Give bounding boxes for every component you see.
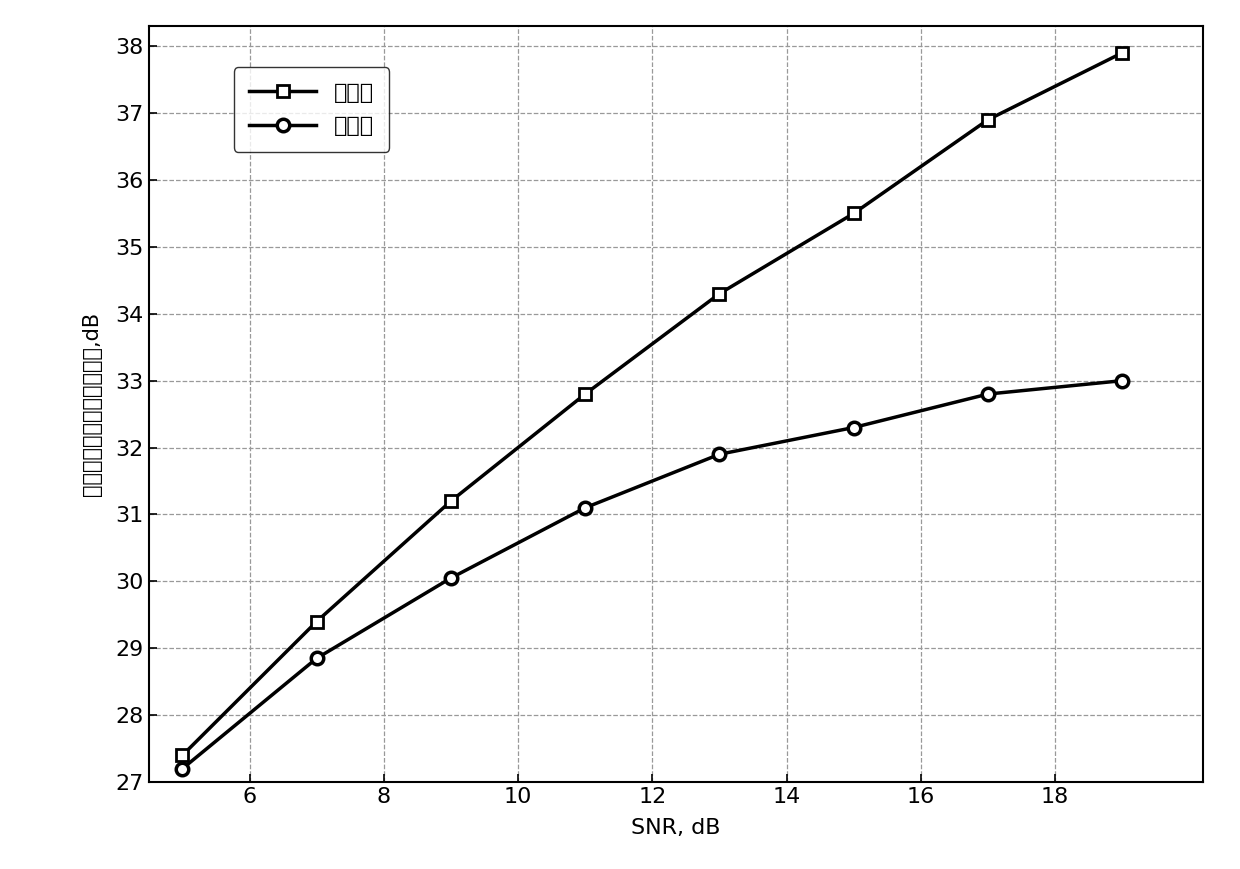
新算法 — [444, 496, 459, 507]
新算法 — [578, 388, 593, 399]
新算法 — [981, 115, 996, 125]
Line: 新算法: 新算法 — [176, 47, 1128, 761]
X-axis label: SNR, dB: SNR, dB — [631, 818, 720, 838]
原算法 — [309, 653, 324, 664]
新算法 — [712, 289, 727, 299]
原算法 — [444, 573, 459, 583]
新算法 — [175, 750, 190, 760]
Line: 原算法: 原算法 — [176, 375, 1128, 775]
原算法 — [175, 764, 190, 774]
原算法 — [712, 449, 727, 460]
原算法 — [578, 502, 593, 513]
原算法 — [1115, 375, 1130, 386]
新算法 — [846, 209, 861, 219]
Y-axis label: 频率估计度量的信噪比提升,dB: 频率估计度量的信噪比提升,dB — [82, 312, 102, 496]
Legend: 新算法, 原算法: 新算法, 原算法 — [233, 68, 389, 152]
新算法 — [1115, 48, 1130, 58]
原算法 — [981, 388, 996, 399]
新算法 — [309, 616, 324, 627]
原算法 — [846, 422, 861, 433]
